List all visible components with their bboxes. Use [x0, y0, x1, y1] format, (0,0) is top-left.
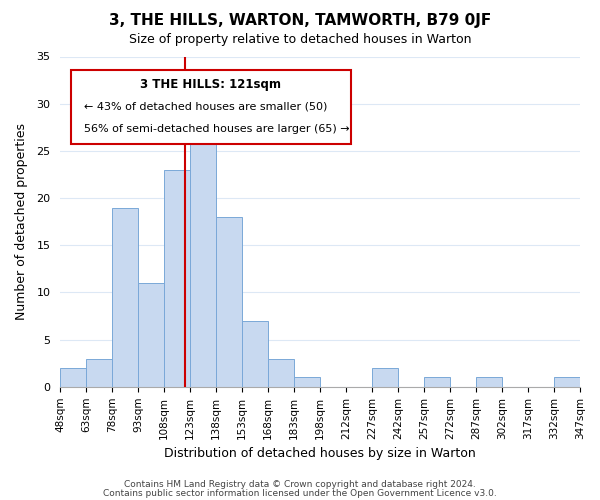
Bar [86, 358, 112, 387]
Bar [372, 368, 398, 387]
Bar [554, 378, 580, 387]
Bar [164, 170, 190, 387]
Bar [476, 378, 502, 387]
Bar [268, 358, 294, 387]
Text: Contains HM Land Registry data © Crown copyright and database right 2024.: Contains HM Land Registry data © Crown c… [124, 480, 476, 489]
Text: 3, THE HILLS, WARTON, TAMWORTH, B79 0JF: 3, THE HILLS, WARTON, TAMWORTH, B79 0JF [109, 12, 491, 28]
Bar [424, 378, 450, 387]
X-axis label: Distribution of detached houses by size in Warton: Distribution of detached houses by size … [164, 447, 476, 460]
Bar [60, 368, 86, 387]
Bar [138, 283, 164, 387]
Bar [112, 208, 138, 387]
Text: Contains public sector information licensed under the Open Government Licence v3: Contains public sector information licen… [103, 488, 497, 498]
Text: 3 THE HILLS: 121sqm: 3 THE HILLS: 121sqm [140, 78, 281, 91]
Text: ← 43% of detached houses are smaller (50): ← 43% of detached houses are smaller (50… [83, 101, 327, 111]
Text: Size of property relative to detached houses in Warton: Size of property relative to detached ho… [129, 32, 471, 46]
FancyBboxPatch shape [71, 70, 351, 144]
Bar [190, 142, 216, 387]
Bar [242, 321, 268, 387]
Bar [216, 217, 242, 387]
Y-axis label: Number of detached properties: Number of detached properties [15, 123, 28, 320]
Text: 56% of semi-detached houses are larger (65) →: 56% of semi-detached houses are larger (… [83, 124, 349, 134]
Bar [294, 378, 320, 387]
